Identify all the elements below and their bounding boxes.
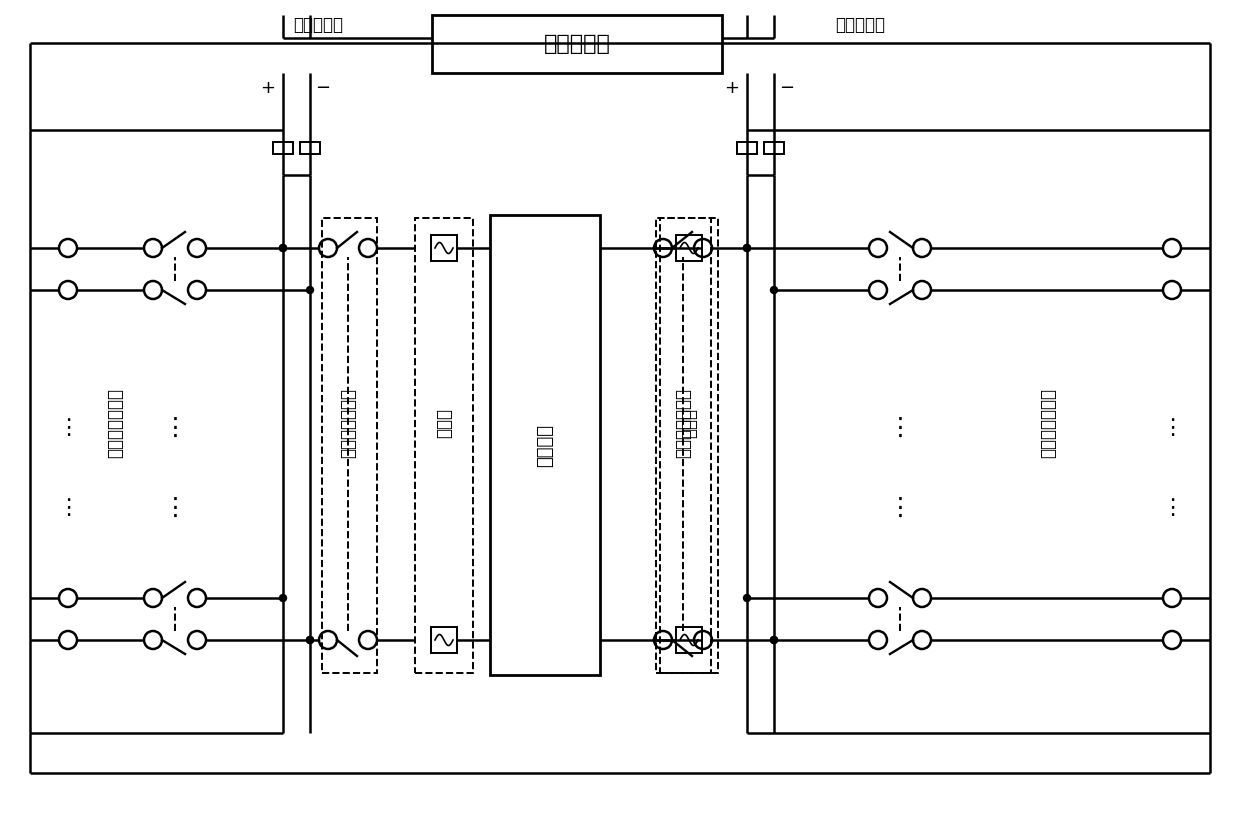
Circle shape (770, 286, 777, 294)
Text: ⋮: ⋮ (162, 496, 187, 520)
Text: 电压输出端: 电压输出端 (293, 16, 343, 34)
Bar (432, 15, 722, 73)
Text: ⋮: ⋮ (888, 416, 913, 440)
Circle shape (770, 636, 777, 644)
Circle shape (744, 244, 750, 252)
Bar (432, 627, 458, 653)
Bar (676, 235, 702, 261)
Text: 双刀双掰继电器: 双刀双掰继电器 (105, 388, 124, 458)
Text: +: + (724, 79, 739, 97)
Text: +: + (260, 79, 275, 97)
Circle shape (744, 244, 750, 252)
Circle shape (306, 286, 314, 294)
Text: ⋮: ⋮ (1161, 498, 1183, 518)
Circle shape (279, 244, 286, 252)
Bar (656, 218, 711, 673)
Text: 锁相放大器: 锁相放大器 (543, 34, 610, 54)
Bar (764, 142, 784, 154)
Bar (300, 142, 320, 154)
Text: −: − (315, 79, 331, 97)
Circle shape (279, 594, 286, 602)
Text: 电压测量端: 电压测量端 (835, 16, 885, 34)
Text: ⋮: ⋮ (57, 418, 79, 438)
Circle shape (279, 244, 286, 252)
Text: 单刀单掰继电器: 单刀单掰继电器 (339, 388, 357, 458)
Text: −: − (780, 79, 795, 97)
Bar (660, 218, 718, 673)
Bar (737, 142, 756, 154)
Text: 滤波器: 滤波器 (435, 408, 453, 438)
Circle shape (306, 636, 314, 644)
Text: ⋮: ⋮ (1161, 418, 1183, 438)
Text: 量子芯片: 量子芯片 (536, 424, 554, 467)
Bar (432, 235, 458, 261)
Text: 单刀单掰继电器: 单刀单掰继电器 (675, 388, 692, 458)
Bar (273, 142, 293, 154)
Text: 滤波器: 滤波器 (680, 408, 698, 438)
Circle shape (306, 636, 314, 644)
Circle shape (744, 594, 750, 602)
Bar (415, 218, 472, 673)
Circle shape (770, 636, 777, 644)
Text: ⋮: ⋮ (162, 416, 187, 440)
Text: ⋮: ⋮ (57, 498, 79, 518)
Bar (676, 627, 702, 653)
Bar (490, 215, 600, 675)
Text: 双刀双掰继电器: 双刀双掰继电器 (1039, 388, 1056, 458)
Text: ⋮: ⋮ (888, 496, 913, 520)
Bar (322, 218, 377, 673)
